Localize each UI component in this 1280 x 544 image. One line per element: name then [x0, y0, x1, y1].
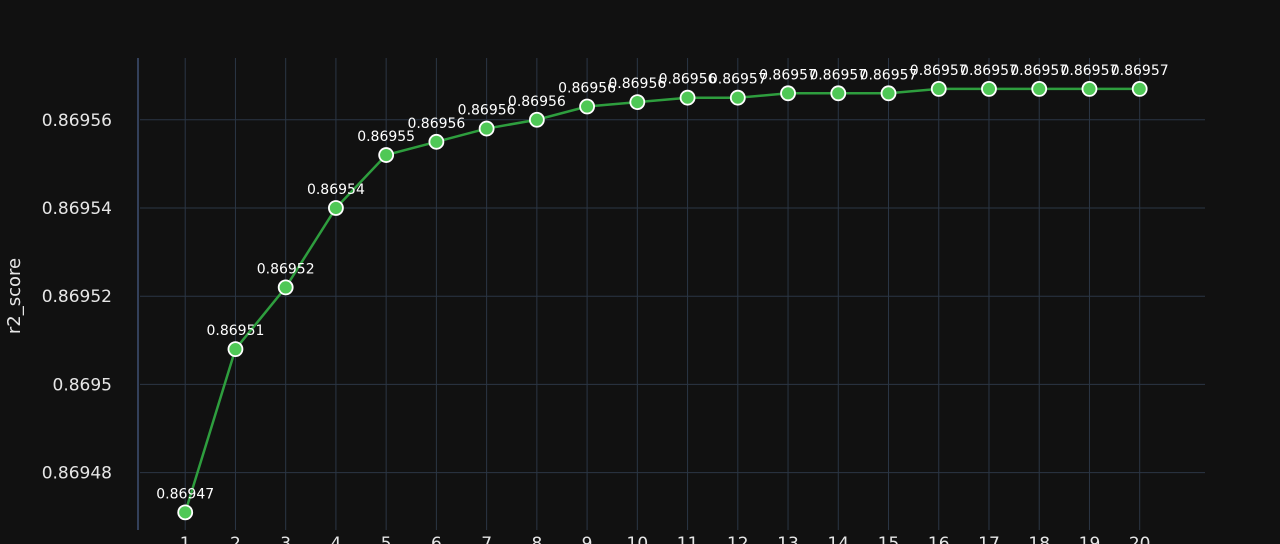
- x-tick-labels: 1 2 3 4 5 6 7 8 9 10 11 12 13 14 15 16 17 18 19 20: [180, 534, 1151, 544]
- data-label: 0.86956: [558, 81, 616, 97]
- data-point: [930, 80, 947, 97]
- y-tick-label: 0.8695: [53, 375, 112, 395]
- x-tick-label: 20: [1129, 534, 1151, 544]
- data-label: 0.86952: [257, 261, 315, 277]
- x-tick-label: 14: [827, 534, 849, 544]
- data-label: 0.86957: [709, 72, 767, 88]
- data-point: [1081, 80, 1098, 97]
- data-label: 0.86956: [458, 103, 516, 119]
- data-point: [780, 85, 796, 102]
- data-point: [227, 341, 244, 358]
- y-tick-label: 0.86954: [42, 199, 112, 219]
- data-point: [729, 89, 746, 106]
- data-point: [880, 85, 897, 102]
- x-tick-label: 15: [878, 534, 900, 544]
- x-tick-label: 12: [727, 534, 749, 544]
- x-tick-label: 19: [1079, 534, 1101, 544]
- grid-lines: [140, 58, 1205, 530]
- data-point: [1131, 80, 1148, 97]
- data-label: 0.86955: [357, 129, 415, 145]
- y-axis-title: r2_score: [4, 258, 25, 334]
- series-markers: [177, 80, 1148, 521]
- y-tick-label: 0.86956: [42, 111, 112, 131]
- series-line: [184, 87, 1140, 513]
- data-label: 0.86957: [960, 63, 1018, 79]
- data-point: [177, 504, 194, 521]
- y-tick-label: 0.86952: [42, 287, 112, 307]
- data-point: [277, 279, 294, 296]
- y-tick-labels: 0.86948 0.8695 0.86952 0.86954 0.86956: [42, 111, 112, 484]
- data-labels: 0.869470.869510.869520.869540.869550.869…: [156, 63, 1168, 502]
- data-label: 0.86947: [156, 486, 214, 502]
- data-point: [528, 111, 545, 128]
- data-point: [981, 80, 997, 97]
- data-point: [1031, 80, 1048, 97]
- data-label: 0.86957: [1061, 63, 1119, 79]
- x-tick-label: 16: [928, 534, 950, 544]
- data-label: 0.86957: [759, 67, 817, 83]
- x-tick-label: 4: [331, 534, 342, 544]
- data-point: [679, 89, 696, 106]
- x-tick-label: 17: [978, 534, 1000, 544]
- data-label: 0.86951: [206, 323, 264, 339]
- x-tick-label: 11: [677, 534, 699, 544]
- x-tick-label: 13: [777, 534, 799, 544]
- x-tick-label: 10: [627, 534, 649, 544]
- x-tick-label: 2: [230, 534, 241, 544]
- data-point: [579, 98, 595, 115]
- y-tick-label: 0.86948: [42, 464, 112, 484]
- data-label: 0.86957: [809, 67, 867, 83]
- data-point: [629, 94, 646, 111]
- data-point: [830, 85, 847, 102]
- data-label: 0.86956: [407, 116, 465, 132]
- x-tick-label: 1: [180, 534, 191, 544]
- x-tick-label: 5: [381, 534, 392, 544]
- data-label: 0.86954: [307, 182, 365, 198]
- data-label: 0.86956: [659, 72, 717, 88]
- data-label: 0.86957: [910, 63, 968, 79]
- x-tick-label: 7: [481, 534, 492, 544]
- data-label: 0.86957: [860, 67, 918, 83]
- data-point: [478, 120, 495, 137]
- data-label: 0.86956: [608, 76, 666, 92]
- x-tick-label: 6: [431, 534, 442, 544]
- data-point: [378, 147, 395, 163]
- data-label: 0.86957: [1010, 63, 1068, 79]
- x-tick-label: 8: [531, 534, 542, 544]
- x-tick-label: 3: [280, 534, 291, 544]
- x-tick-label: 18: [1028, 534, 1050, 544]
- x-tick-label: 9: [582, 534, 593, 544]
- data-label: 0.86957: [1111, 63, 1169, 79]
- data-label: 0.86956: [508, 94, 566, 110]
- data-point: [428, 133, 445, 150]
- data-point: [328, 200, 344, 216]
